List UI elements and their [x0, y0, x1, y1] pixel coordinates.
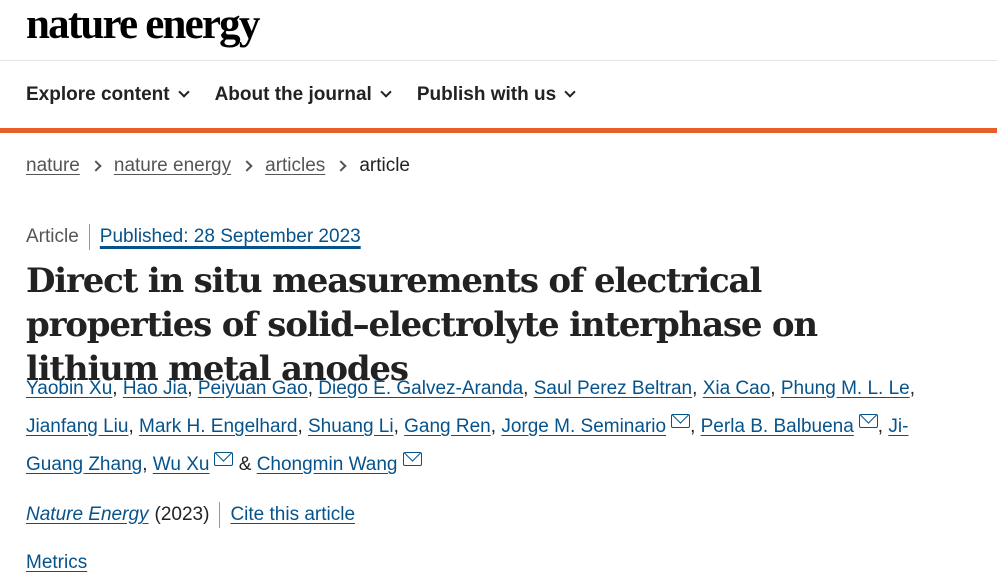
journal-logo[interactable]: nature energy	[26, 1, 260, 48]
author-separator: ,	[523, 378, 534, 399]
nav-label: Explore content	[26, 83, 170, 105]
author-link[interactable]: Jorge M. Seminario	[501, 416, 667, 437]
author-link[interactable]: Diego E. Galvez-Aranda	[318, 378, 524, 399]
chevron-down-icon	[177, 86, 190, 98]
breadcrumb-current: article	[359, 155, 410, 176]
author-link[interactable]: Hao Jia	[122, 378, 188, 399]
site-header: nature energy	[0, 0, 997, 61]
nav-explore-content[interactable]: Explore content	[26, 83, 190, 106]
citation-line: Nature Energy (2023) Cite this article	[26, 502, 355, 528]
author-separator: ,	[142, 454, 153, 475]
author-link[interactable]: Gang Ren	[404, 416, 491, 437]
article-meta: Article Published: 28 September 2023	[26, 224, 361, 250]
chevron-right-icon	[90, 160, 102, 172]
cite-article-link[interactable]: Cite this article	[230, 504, 356, 525]
author-separator: ,	[877, 416, 889, 437]
breadcrumb-nature-energy[interactable]: nature energy	[113, 155, 232, 176]
mail-icon[interactable]	[858, 414, 878, 428]
author-separator: &	[233, 454, 257, 475]
article-type: Article	[26, 224, 90, 250]
article-title: Direct in situ measurements of electrica…	[26, 261, 818, 389]
author-link[interactable]: Ji-Guang Zhang	[26, 416, 909, 475]
author-link[interactable]: Peiyuan Gao	[197, 378, 308, 399]
author-link[interactable]: Perla B. Balbuena	[700, 416, 854, 437]
breadcrumb-articles[interactable]: articles	[265, 155, 326, 176]
chevron-right-icon	[335, 160, 347, 172]
author-separator: ,	[490, 416, 502, 437]
nav-label: Publish with us	[416, 83, 557, 105]
nav-label: About the journal	[214, 83, 372, 105]
author-separator: ,	[112, 378, 123, 399]
author-separator: ,	[770, 378, 781, 399]
author-link[interactable]: Jianfang Liu	[26, 416, 129, 437]
accent-bar	[0, 128, 997, 133]
author-link[interactable]: Shuang Li	[308, 416, 394, 437]
author-separator: ,	[297, 416, 308, 437]
author-link[interactable]: Saul Perez Beltran	[533, 378, 693, 399]
author-separator: ,	[187, 378, 198, 399]
mail-icon[interactable]	[214, 452, 234, 466]
mail-icon[interactable]	[671, 414, 691, 428]
chevron-right-icon	[241, 160, 253, 172]
nav-about-journal[interactable]: About the journal	[214, 83, 392, 106]
author-separator: ,	[692, 378, 703, 399]
breadcrumb-nature[interactable]: nature	[26, 155, 80, 176]
metrics-link[interactable]: Metrics	[26, 552, 88, 573]
mail-icon[interactable]	[402, 452, 422, 466]
chevron-down-icon	[564, 86, 576, 98]
author-link[interactable]: Xia Cao	[702, 378, 771, 399]
author-separator: ,	[690, 416, 701, 437]
main-nav: Explore content About the journal Publis…	[0, 61, 997, 128]
author-link[interactable]: Mark H. Engelhard	[139, 416, 298, 437]
author-link[interactable]: Yaobin Xu	[26, 378, 113, 399]
published-date[interactable]: Published: 28 September 2023	[99, 226, 361, 247]
author-separator: ,	[393, 416, 405, 437]
author-list: Yaobin Xu, Hao Jia, Peiyuan Gao, Diego E…	[26, 370, 926, 484]
author-separator: ,	[307, 378, 319, 399]
author-separator: ,	[128, 416, 140, 437]
author-link[interactable]: Chongmin Wang	[256, 454, 398, 475]
author-link[interactable]: Wu Xu	[152, 454, 210, 475]
author-separator: ,	[909, 378, 916, 399]
publication-year: (2023)	[155, 502, 221, 528]
author-link[interactable]: Phung M. L. Le	[780, 378, 910, 399]
nav-publish-with-us[interactable]: Publish with us	[416, 83, 576, 106]
breadcrumb: nature nature energy articles article	[26, 155, 410, 177]
journal-link[interactable]: Nature Energy	[26, 504, 149, 525]
chevron-down-icon	[380, 86, 392, 98]
